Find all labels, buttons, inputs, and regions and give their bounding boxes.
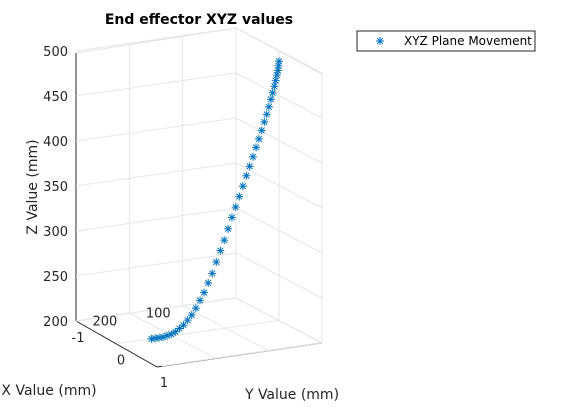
y-grid-line bbox=[75, 297, 237, 322]
data-point bbox=[159, 333, 168, 342]
z-grid-line bbox=[75, 27, 237, 52]
data-point bbox=[248, 152, 257, 161]
z-grid-line bbox=[75, 162, 237, 187]
data-point bbox=[245, 162, 254, 171]
z-grid-line bbox=[75, 117, 237, 142]
chart-title: End effector XYZ values bbox=[105, 12, 293, 28]
data-point bbox=[272, 71, 281, 80]
x-axis-line bbox=[75, 320, 158, 368]
data-point bbox=[227, 213, 236, 222]
data-point bbox=[271, 76, 280, 85]
y-grid-line bbox=[118, 320, 280, 344]
back-box-lines bbox=[75, 27, 323, 344]
data-point bbox=[268, 88, 277, 97]
data-point bbox=[204, 278, 213, 287]
data-point bbox=[254, 134, 263, 143]
data-point bbox=[266, 95, 275, 104]
data-point bbox=[260, 117, 269, 126]
y-tick-label: 1 bbox=[160, 376, 168, 391]
legend-marker-icon bbox=[376, 37, 384, 45]
data-point bbox=[200, 288, 209, 297]
data-point bbox=[216, 246, 225, 255]
y-tick-label: -1 bbox=[72, 331, 85, 346]
x-axis-label: X Value (mm) bbox=[1, 383, 96, 399]
x-grid-line bbox=[182, 305, 269, 352]
z-tick-label: 450 bbox=[43, 90, 68, 105]
data-point bbox=[238, 182, 247, 191]
legend-box bbox=[356, 30, 536, 52]
y-grid-line bbox=[161, 342, 323, 367]
data-point bbox=[257, 126, 266, 135]
data-point bbox=[231, 203, 240, 212]
data-point bbox=[179, 321, 188, 330]
z-tick-label: 300 bbox=[43, 225, 68, 240]
x-tick-label: 200 bbox=[93, 314, 118, 329]
data-point bbox=[235, 192, 244, 201]
data-point bbox=[175, 324, 184, 333]
z-grid-line bbox=[75, 72, 237, 97]
data-point bbox=[220, 236, 229, 245]
data-point bbox=[171, 327, 180, 336]
z-grid-line bbox=[75, 252, 237, 277]
z-tick-label: 400 bbox=[43, 135, 68, 150]
z-axis-label: Z Value (mm) bbox=[25, 139, 41, 234]
tick-labels: 200 250 300 350 400 450 500 -1 0 1 100 200 bbox=[43, 45, 170, 391]
data-point bbox=[147, 334, 156, 343]
legend-marker-symbol bbox=[376, 37, 384, 45]
data-point bbox=[183, 316, 192, 325]
data-point bbox=[208, 269, 217, 278]
data-point bbox=[212, 258, 221, 267]
legend-entry-label: XYZ Plane Movement bbox=[404, 34, 532, 48]
data-point bbox=[196, 296, 205, 305]
z-tick-label: 500 bbox=[43, 45, 68, 60]
grid-lines bbox=[75, 27, 323, 367]
z-grid-line bbox=[75, 207, 237, 232]
y-tick-label: 0 bbox=[117, 354, 125, 369]
z-tick-label: 350 bbox=[43, 180, 68, 195]
x-tick-label: 100 bbox=[146, 307, 171, 322]
z-tick-label: 200 bbox=[43, 315, 68, 330]
data-point bbox=[262, 110, 271, 119]
y-axis-label: Y Value (mm) bbox=[244, 387, 339, 403]
data-point bbox=[187, 311, 196, 320]
data-point bbox=[242, 171, 251, 180]
z-tick-label: 250 bbox=[43, 270, 68, 285]
data-point bbox=[191, 304, 200, 313]
data-points bbox=[147, 57, 283, 343]
data-point bbox=[252, 143, 261, 152]
legend: XYZ Plane Movement bbox=[356, 30, 536, 52]
data-point bbox=[264, 102, 273, 111]
data-point bbox=[275, 57, 283, 66]
data-point bbox=[224, 224, 233, 233]
data-point bbox=[270, 82, 279, 91]
data-point bbox=[273, 66, 282, 75]
